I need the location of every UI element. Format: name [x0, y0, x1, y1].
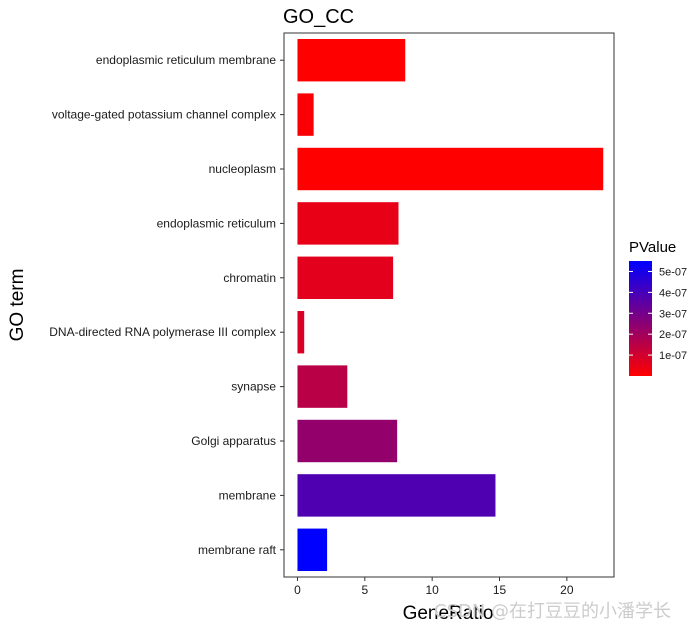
x-tick-label: 15: [493, 583, 507, 597]
y-tick-label: membrane raft: [198, 543, 277, 557]
y-tick-label: voltage-gated potassium channel complex: [52, 108, 276, 122]
watermark: CSDN @在打豆豆的小潘学长: [434, 601, 671, 622]
bar: [297, 528, 328, 572]
bar: [297, 38, 406, 82]
legend-ticks: 5e-07 4e-07 3e-07 2e-07 1e-07: [629, 266, 687, 362]
x-tick-label: 5: [361, 583, 368, 597]
y-axis-title: GO term: [7, 269, 28, 342]
y-tick-label: nucleoplasm: [209, 162, 276, 176]
bar: [297, 310, 305, 354]
x-axis-title: GeneRatio: [403, 603, 494, 624]
bar: [297, 202, 399, 245]
y-tick-label: endoplasmic reticulum membrane: [96, 53, 276, 67]
y-tick-label: DNA-directed RNA polymerase III complex: [49, 325, 276, 339]
bar: [297, 256, 394, 300]
y-axis-ticks: endoplasmic reticulum membrane voltage-ga…: [49, 53, 284, 557]
legend-tick-label: 5e-07: [659, 266, 687, 278]
x-tick-label: 10: [425, 583, 439, 597]
legend-tick-label: 1e-07: [659, 350, 687, 362]
x-tick-label: 20: [560, 583, 574, 597]
bar: [297, 419, 398, 463]
legend-title: PValue: [629, 239, 676, 256]
legend: PValue 5e-07 4e-07 3e-07 2e-07 1e-07: [629, 239, 687, 376]
y-tick-label: synapse: [231, 380, 276, 394]
chart-title: GO_CC: [283, 6, 354, 28]
bar: [297, 93, 314, 136]
x-axis-ticks: 0 5 10 15 20: [294, 577, 574, 597]
bar: [297, 474, 496, 517]
y-tick-label: chromatin: [223, 271, 276, 285]
y-tick-label: endoplasmic reticulum: [157, 216, 276, 230]
legend-tick-label: 3e-07: [659, 308, 687, 320]
y-tick-label: Golgi apparatus: [191, 434, 276, 448]
bar: [297, 147, 604, 191]
y-tick-label: membrane: [219, 488, 277, 502]
legend-tick-label: 2e-07: [659, 329, 687, 341]
bar: [297, 365, 348, 408]
x-tick-label: 0: [294, 583, 301, 597]
bars-group: [297, 38, 604, 572]
legend-tick-label: 4e-07: [659, 287, 687, 299]
legend-colorbar: [629, 261, 652, 376]
